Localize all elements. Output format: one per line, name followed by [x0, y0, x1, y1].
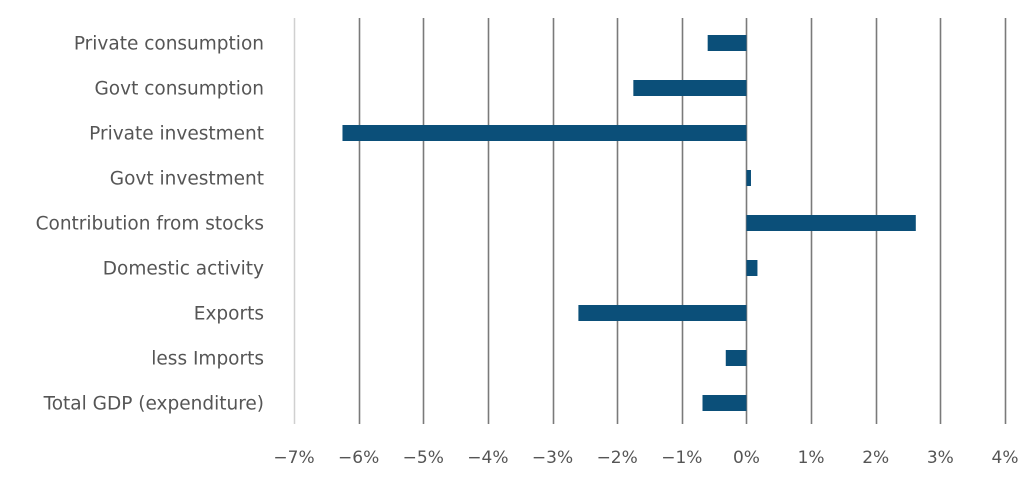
x-tick-label: −4%	[467, 448, 508, 468]
x-tick-label: 3%	[927, 448, 954, 468]
bar-less-imports	[725, 350, 747, 366]
x-tick-label: 4%	[992, 448, 1019, 468]
x-tick-label: 2%	[862, 448, 889, 468]
x-tick-label: −7%	[273, 448, 314, 468]
x-tick-labels: −7% −6% −5% −4% −3% −2% −1% 0% 1% 2% 3% 4%	[273, 448, 1018, 468]
category-label: Total GDP (expenditure)	[43, 394, 264, 415]
x-tick-label: 1%	[798, 448, 825, 468]
bar-exports	[578, 305, 747, 321]
category-label: less Imports	[151, 349, 264, 370]
bar-domestic-activity	[746, 260, 758, 276]
bar-private-consumption	[707, 35, 747, 51]
category-label: Exports	[194, 304, 264, 325]
bar-govt-investment	[746, 170, 751, 186]
category-label: Private consumption	[74, 34, 264, 55]
bar-govt-consumption	[633, 80, 747, 96]
x-tick-label: −6%	[338, 448, 379, 468]
bars	[342, 35, 916, 411]
category-label: Govt consumption	[94, 79, 264, 100]
x-tick-label: 0%	[733, 448, 760, 468]
x-tick-label: −5%	[403, 448, 444, 468]
x-tick-label: −1%	[661, 448, 702, 468]
category-label: Domestic activity	[103, 259, 264, 280]
bar-private-investment	[342, 125, 747, 141]
x-tick-label: −3%	[532, 448, 573, 468]
category-label: Govt investment	[110, 169, 264, 190]
category-labels: Private consumption Govt consumption Priva…	[36, 34, 264, 415]
category-label: Private investment	[89, 124, 264, 145]
bar-total-gdp-expenditure	[702, 395, 747, 411]
x-tick-label: −2%	[597, 448, 638, 468]
category-label: Contribution from stocks	[36, 214, 264, 235]
bar-contribution-from-stocks	[746, 215, 916, 231]
